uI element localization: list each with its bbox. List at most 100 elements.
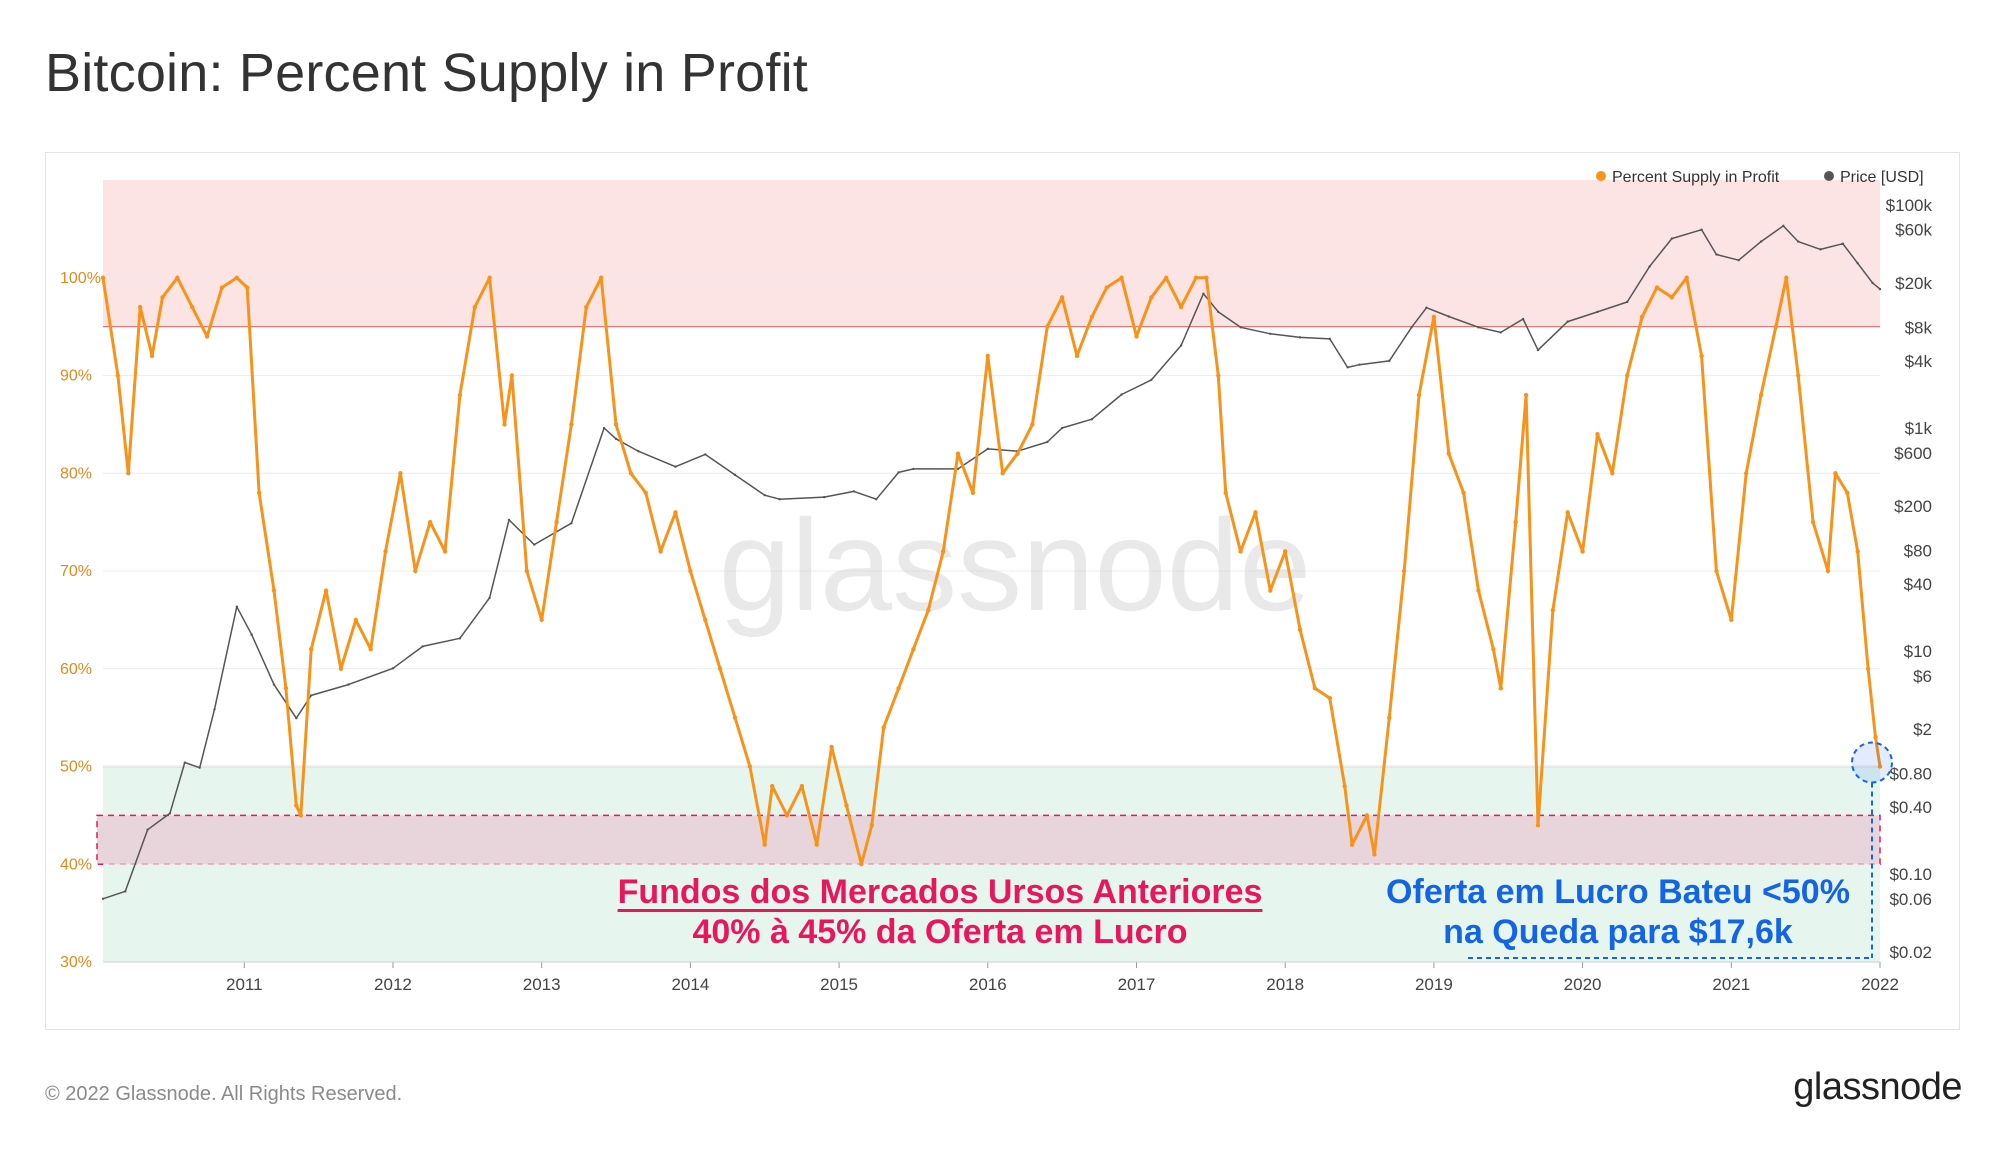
data-point [658, 549, 663, 554]
legend-swatch-price [1824, 171, 1834, 181]
data-point [427, 519, 433, 525]
data-point [1015, 451, 1020, 456]
data-point [1565, 510, 1570, 515]
data-point [149, 353, 155, 359]
data-point [1204, 275, 1209, 280]
data-point [1425, 306, 1428, 309]
y-right-tick-label: $600 [1894, 444, 1932, 463]
data-point [881, 725, 886, 730]
data-point [347, 683, 350, 686]
data-point [852, 490, 856, 493]
data-point [204, 334, 210, 339]
data-point [1178, 304, 1184, 310]
x-tick-label: 2016 [969, 975, 1007, 994]
data-point [1358, 363, 1361, 366]
data-point [1253, 510, 1258, 515]
data-point [614, 437, 618, 441]
data-point [1216, 373, 1221, 378]
current-annotation-line2: na Queda para $17,6k [1443, 913, 1793, 951]
data-point [1825, 568, 1831, 574]
data-point [1410, 326, 1413, 329]
data-point [457, 392, 463, 398]
x-tick-label: 2020 [1564, 975, 1602, 994]
data-point [829, 744, 834, 750]
data-point [458, 637, 462, 640]
data-point [778, 497, 781, 501]
data-point [1833, 471, 1838, 476]
data-point [309, 694, 313, 697]
data-point [1841, 242, 1845, 245]
data-point [298, 813, 303, 818]
data-point [1238, 549, 1243, 554]
data-point [1782, 224, 1785, 228]
data-point [235, 605, 239, 608]
x-tick-label: 2019 [1415, 975, 1453, 994]
y-axis-left: 100% 90% 80% 70% 60% 50% 40% 30% [60, 270, 101, 971]
watermark: glassnode [719, 492, 1312, 638]
data-point [1566, 320, 1569, 323]
data-point [733, 473, 737, 477]
data-point [1759, 240, 1763, 243]
data-point [391, 667, 395, 670]
data-point [1499, 331, 1503, 334]
data-point [986, 447, 989, 451]
data-point [1297, 627, 1303, 632]
data-point [1810, 519, 1816, 525]
data-point [1714, 568, 1719, 574]
data-point [398, 471, 403, 476]
y-axis-right: $100k $60k $20k $8k $4k $1k $600 $200 $80 $40 $10 $… [1886, 196, 1933, 962]
y-left-tick-label: 70% [60, 563, 92, 580]
series-price [101, 224, 1882, 900]
data-point [1491, 647, 1496, 652]
data-point [1268, 588, 1273, 593]
data-point [272, 683, 276, 686]
y-left-tick-label: 30% [60, 954, 92, 971]
legend: Percent Supply in Profit Price [USD] [1596, 169, 1924, 186]
data-point [1625, 373, 1630, 378]
y-right-tick-label: $40 [1904, 575, 1932, 594]
data-point [643, 490, 648, 495]
data-point [896, 686, 901, 691]
data-point [1513, 519, 1518, 525]
data-point [1119, 275, 1124, 280]
data-point [1134, 334, 1139, 339]
data-point [502, 422, 507, 427]
data-point [1074, 353, 1080, 359]
y-right-tick-label: $200 [1894, 497, 1932, 516]
data-point [1416, 392, 1422, 398]
data-point [875, 497, 878, 501]
data-point [762, 842, 767, 847]
data-point [353, 617, 358, 623]
y-right-tick-label: $100k [1886, 196, 1933, 215]
data-point [146, 828, 149, 831]
data-point [1342, 783, 1347, 789]
data-point [1045, 324, 1050, 329]
data-point [637, 449, 640, 453]
data-point [1401, 568, 1407, 574]
y-left-tick-label: 100% [60, 270, 101, 287]
data-point [940, 549, 946, 554]
data-point [283, 686, 289, 691]
data-point [1388, 359, 1391, 363]
y-right-tick-label: $0.40 [1889, 798, 1932, 817]
data-point [814, 842, 819, 847]
data-point [488, 596, 491, 600]
data-point [1648, 265, 1651, 268]
data-point [1282, 549, 1288, 554]
data-point [1596, 310, 1599, 314]
data-point [472, 304, 477, 310]
zone-top [103, 180, 1880, 327]
data-point [1328, 337, 1331, 341]
data-point [869, 822, 874, 828]
data-point [101, 897, 105, 900]
data-point [1845, 490, 1850, 495]
data-point [1046, 440, 1049, 444]
data-point [1796, 373, 1801, 378]
data-point [1104, 285, 1109, 290]
data-point [1535, 822, 1541, 828]
data-point [926, 607, 931, 613]
data-point [487, 275, 492, 280]
data-point [1447, 315, 1450, 318]
data-point [1364, 813, 1370, 818]
